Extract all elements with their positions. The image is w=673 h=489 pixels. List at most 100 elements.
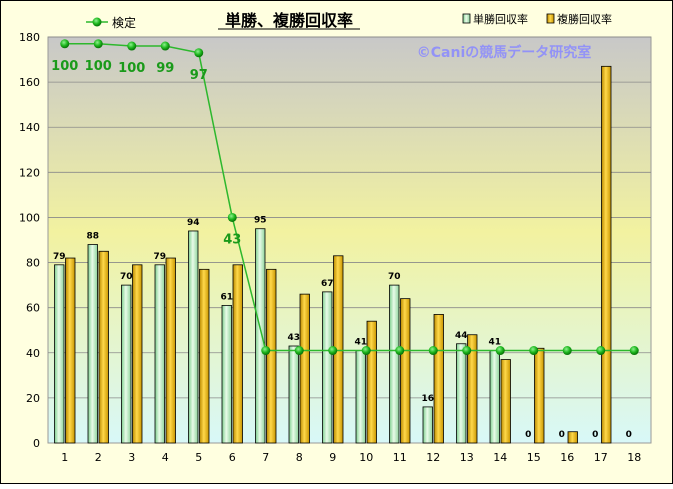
x-tick-label: 3 (128, 451, 135, 464)
data-label-tansho: 44 (455, 331, 468, 341)
bar-tansho (87, 244, 98, 444)
bar-fukusho (98, 250, 109, 444)
bar-fukusho (567, 431, 578, 444)
data-label-tansho: 0 (592, 430, 598, 440)
data-label-tansho: 88 (86, 232, 99, 242)
data-label-tansho: 67 (321, 279, 334, 289)
bar-tansho (322, 291, 333, 444)
bar-tansho (489, 350, 500, 444)
line-point-kentei (60, 39, 70, 49)
data-label-tansho: 41 (354, 338, 367, 348)
data-label-kentei: 43 (223, 232, 241, 247)
bar-tansho (255, 228, 266, 444)
y-tick-label: 120 (19, 166, 40, 179)
x-tick-label: 4 (162, 451, 169, 464)
bar-fukusho (366, 320, 377, 444)
line-point-kentei (428, 346, 438, 356)
data-label-tansho: 70 (388, 272, 401, 282)
line-point-kentei (93, 39, 103, 49)
bar-tansho (389, 284, 400, 444)
bar-tansho (221, 305, 232, 444)
bar-fukusho (266, 268, 277, 444)
x-tick-label: 17 (594, 451, 608, 464)
bar-tansho (154, 264, 165, 444)
y-tick-label: 100 (19, 211, 40, 224)
data-label-kentei: 100 (85, 59, 112, 74)
line-point-kentei (395, 346, 405, 356)
bar-fukusho (232, 264, 243, 444)
bar-fukusho (132, 264, 143, 444)
watermark: ©Caniの競馬データ研究室 (417, 44, 592, 61)
line-point-kentei (160, 41, 170, 51)
grid-lines (48, 36, 651, 399)
y-tick-labels: 0 20 40 60 80 100 120 140 160 180 (19, 31, 40, 450)
x-tick-label: 6 (229, 451, 236, 464)
y-tick-label: 160 (19, 76, 40, 89)
legend-line-label: 検定 (112, 15, 136, 30)
data-label-kentei: 100 (118, 61, 145, 76)
bars (54, 65, 612, 444)
bar-fukusho (433, 314, 444, 444)
x-tick-label: 5 (195, 451, 202, 464)
bar-fukusho (165, 257, 176, 444)
bar-fukusho (601, 65, 612, 444)
line-kentei (64, 43, 635, 352)
data-label-tansho: 95 (254, 216, 267, 226)
bar-tansho (456, 343, 467, 444)
x-tick-label: 18 (627, 451, 641, 464)
x-tick-label: 11 (393, 451, 407, 464)
bar-tansho (422, 406, 433, 444)
x-tick-label: 16 (560, 451, 574, 464)
legend: 検定 単勝回収率 複勝回収率 (86, 12, 612, 30)
line-point-kentei (261, 346, 271, 356)
x-tick-label: 8 (296, 451, 303, 464)
data-label-tansho: 70 (120, 272, 133, 282)
bar-fukusho (500, 359, 511, 444)
x-tick-label: 9 (329, 451, 336, 464)
x-tick-label: 13 (460, 451, 474, 464)
y-tick-label: 40 (26, 347, 40, 360)
data-label-kentei: 100 (51, 59, 78, 74)
data-label-tansho: 79 (153, 252, 166, 262)
data-label-kentei: 99 (156, 61, 174, 76)
data-label-tansho: 0 (559, 430, 565, 440)
line-point-kentei (328, 346, 338, 356)
line-point-kentei (562, 346, 572, 356)
x-tick-label: 2 (95, 451, 102, 464)
line-point-kentei (194, 48, 204, 58)
legend-line-marker (92, 17, 102, 27)
legend-bar-b-swatch (546, 13, 555, 24)
y-tick-label: 140 (19, 121, 40, 134)
data-label-tansho: 61 (220, 292, 233, 302)
y-tick-label: 60 (26, 302, 40, 315)
legend-bar-b-label: 複勝回収率 (557, 12, 612, 26)
chart-title: 単勝、複勝回収率 (225, 11, 353, 30)
line-point-kentei (361, 346, 371, 356)
line-point-kentei (462, 346, 472, 356)
bar-fukusho (199, 268, 210, 444)
data-label-kentei: 97 (190, 68, 208, 83)
bar-tansho (121, 284, 132, 444)
y-tick-label: 20 (26, 392, 40, 405)
x-tick-labels: 1 2 3 4 5 6 7 8 9 10 11 12 13 14 15 16 17 18 (61, 451, 641, 464)
data-label-tansho: 94 (187, 218, 200, 228)
data-label-tansho: 0 (626, 430, 632, 440)
data-label-tansho: 0 (525, 430, 531, 440)
data-label-tansho: 41 (488, 338, 501, 348)
x-tick-label: 1 (61, 451, 68, 464)
y-tick-label: 0 (33, 437, 40, 450)
bar-tansho (54, 264, 65, 444)
line-point-kentei (495, 346, 505, 356)
line-series (60, 39, 639, 356)
bar-fukusho (299, 293, 310, 444)
legend-bar-a-label: 単勝回収率 (473, 12, 528, 26)
data-labels: 79 88 70 79 94 61 95 43 67 41 70 16 44 41 0 0 0 0 100 100 10… (51, 59, 632, 440)
line-point-kentei (127, 41, 137, 51)
bar-fukusho (534, 347, 545, 444)
legend-bar-a-swatch (462, 13, 471, 24)
y-tick-label: 80 (26, 257, 40, 270)
line-point-kentei (629, 346, 639, 356)
bar-tansho (188, 230, 199, 444)
x-tick-label: 14 (493, 451, 507, 464)
